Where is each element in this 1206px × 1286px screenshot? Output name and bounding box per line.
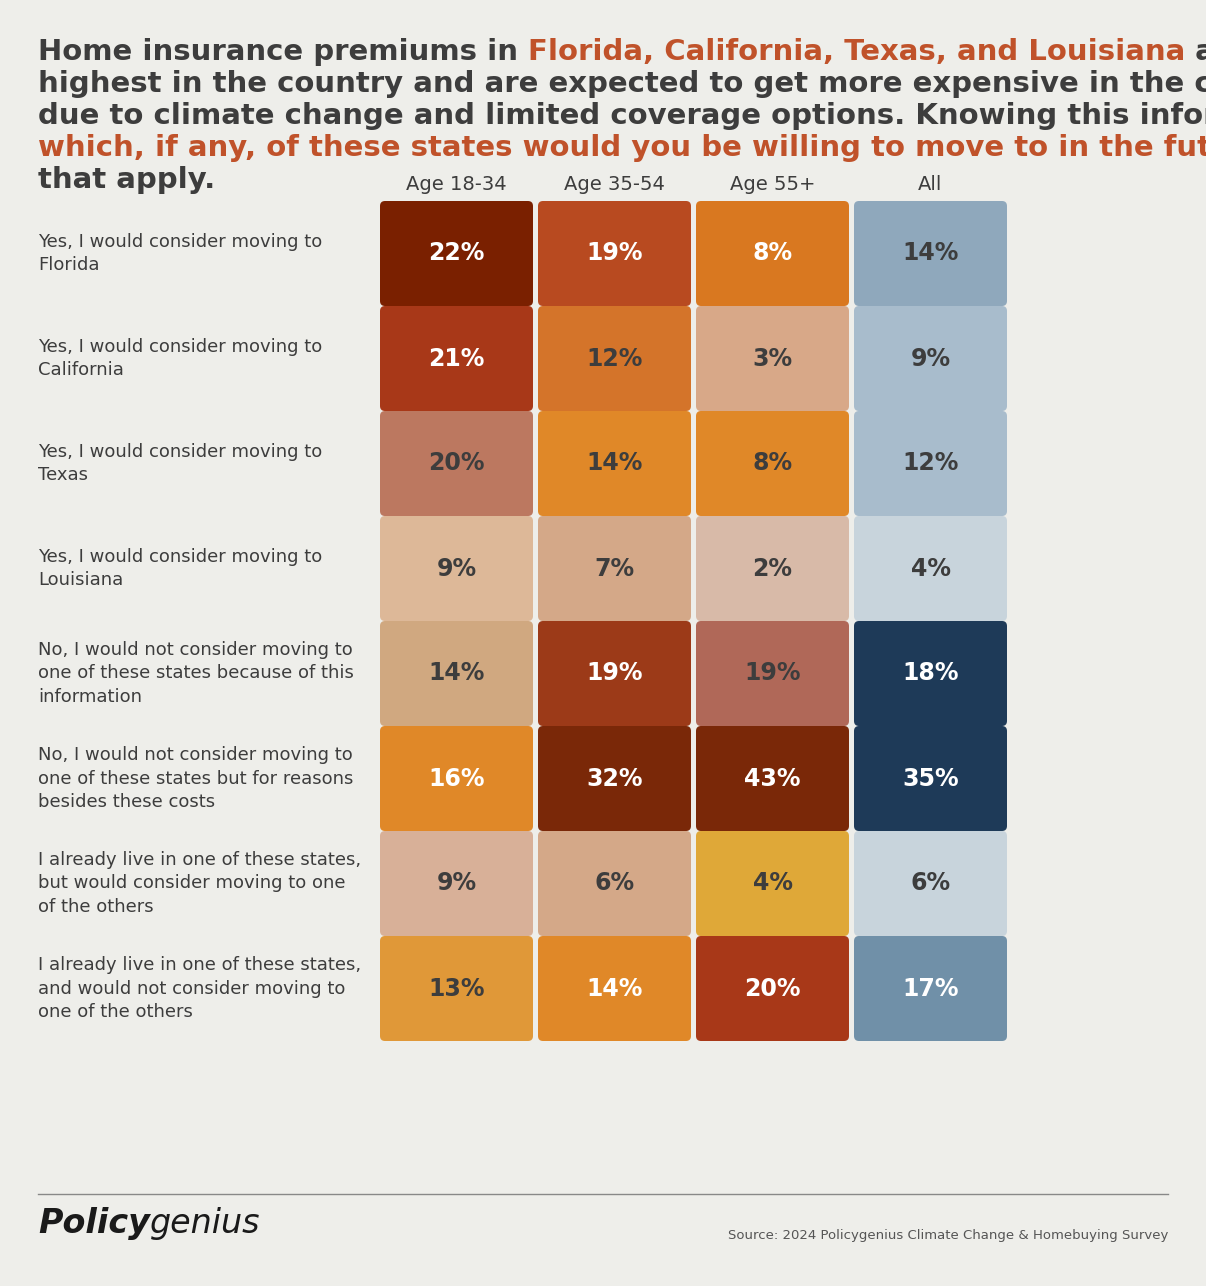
FancyBboxPatch shape bbox=[696, 621, 849, 727]
FancyBboxPatch shape bbox=[538, 621, 691, 727]
FancyBboxPatch shape bbox=[696, 727, 849, 831]
Text: 9%: 9% bbox=[437, 872, 476, 895]
FancyBboxPatch shape bbox=[380, 516, 533, 621]
FancyBboxPatch shape bbox=[854, 516, 1007, 621]
Text: 19%: 19% bbox=[586, 242, 643, 265]
Text: 14%: 14% bbox=[428, 661, 485, 685]
Text: 12%: 12% bbox=[586, 346, 643, 370]
FancyBboxPatch shape bbox=[696, 412, 849, 516]
Text: 6%: 6% bbox=[911, 872, 950, 895]
FancyBboxPatch shape bbox=[696, 936, 849, 1040]
FancyBboxPatch shape bbox=[380, 831, 533, 936]
Text: which, if any, of these states would you be willing to move to in the future: which, if any, of these states would you… bbox=[39, 134, 1206, 162]
FancyBboxPatch shape bbox=[538, 412, 691, 516]
Text: 8%: 8% bbox=[753, 242, 792, 265]
Text: Policy: Policy bbox=[39, 1208, 150, 1241]
FancyBboxPatch shape bbox=[696, 831, 849, 936]
FancyBboxPatch shape bbox=[538, 936, 691, 1040]
FancyBboxPatch shape bbox=[854, 412, 1007, 516]
Text: 4%: 4% bbox=[753, 872, 792, 895]
FancyBboxPatch shape bbox=[854, 936, 1007, 1040]
Text: genius: genius bbox=[150, 1208, 260, 1241]
FancyBboxPatch shape bbox=[696, 201, 849, 306]
Text: 12%: 12% bbox=[902, 451, 959, 476]
Text: 9%: 9% bbox=[437, 557, 476, 580]
FancyBboxPatch shape bbox=[538, 516, 691, 621]
FancyBboxPatch shape bbox=[380, 306, 533, 412]
Text: No, I would not consider moving to
one of these states because of this
informati: No, I would not consider moving to one o… bbox=[39, 640, 353, 706]
FancyBboxPatch shape bbox=[538, 727, 691, 831]
FancyBboxPatch shape bbox=[380, 201, 533, 306]
Text: 3%: 3% bbox=[753, 346, 792, 370]
Text: 6%: 6% bbox=[595, 872, 634, 895]
Text: Yes, I would consider moving to
Texas: Yes, I would consider moving to Texas bbox=[39, 442, 322, 485]
Text: 43%: 43% bbox=[744, 766, 801, 791]
FancyBboxPatch shape bbox=[538, 831, 691, 936]
Text: 19%: 19% bbox=[586, 661, 643, 685]
Text: Yes, I would consider moving to
California: Yes, I would consider moving to Californ… bbox=[39, 338, 322, 379]
Text: I already live in one of these states,
and would not consider moving to
one of t: I already live in one of these states, a… bbox=[39, 955, 361, 1021]
FancyBboxPatch shape bbox=[854, 621, 1007, 727]
FancyBboxPatch shape bbox=[854, 306, 1007, 412]
Text: 7%: 7% bbox=[595, 557, 634, 580]
Text: Source: 2024 Policygenius Climate Change & Homebuying Survey: Source: 2024 Policygenius Climate Change… bbox=[727, 1229, 1167, 1242]
Text: 22%: 22% bbox=[428, 242, 485, 265]
Text: 35%: 35% bbox=[902, 766, 959, 791]
Text: that apply.: that apply. bbox=[39, 166, 215, 194]
FancyBboxPatch shape bbox=[696, 306, 849, 412]
Text: 4%: 4% bbox=[911, 557, 950, 580]
Text: 16%: 16% bbox=[428, 766, 485, 791]
Text: 9%: 9% bbox=[911, 346, 950, 370]
Text: 18%: 18% bbox=[902, 661, 959, 685]
Text: 14%: 14% bbox=[586, 976, 643, 1001]
Text: Home insurance premiums in: Home insurance premiums in bbox=[39, 39, 528, 66]
Text: are among the: are among the bbox=[1185, 39, 1206, 66]
Text: due to climate change and limited coverage options. Knowing this information,: due to climate change and limited covera… bbox=[39, 102, 1206, 130]
Text: I already live in one of these states,
but would consider moving to one
of the o: I already live in one of these states, b… bbox=[39, 851, 361, 916]
Text: 8%: 8% bbox=[753, 451, 792, 476]
Text: Yes, I would consider moving to
Louisiana: Yes, I would consider moving to Louisian… bbox=[39, 548, 322, 589]
Text: 20%: 20% bbox=[744, 976, 801, 1001]
Text: 14%: 14% bbox=[902, 242, 959, 265]
Text: 20%: 20% bbox=[428, 451, 485, 476]
FancyBboxPatch shape bbox=[380, 727, 533, 831]
Text: All: All bbox=[918, 175, 943, 193]
Text: Age 18-34: Age 18-34 bbox=[406, 175, 507, 193]
FancyBboxPatch shape bbox=[380, 412, 533, 516]
Text: 19%: 19% bbox=[744, 661, 801, 685]
Text: 2%: 2% bbox=[753, 557, 792, 580]
FancyBboxPatch shape bbox=[696, 516, 849, 621]
Text: 17%: 17% bbox=[902, 976, 959, 1001]
FancyBboxPatch shape bbox=[380, 621, 533, 727]
FancyBboxPatch shape bbox=[538, 201, 691, 306]
Text: Age 35-54: Age 35-54 bbox=[564, 175, 665, 193]
Text: 13%: 13% bbox=[428, 976, 485, 1001]
Text: Age 55+: Age 55+ bbox=[730, 175, 815, 193]
Text: Yes, I would consider moving to
Florida: Yes, I would consider moving to Florida bbox=[39, 233, 322, 274]
Text: 21%: 21% bbox=[428, 346, 485, 370]
Text: Florida, California, Texas, and Louisiana: Florida, California, Texas, and Louisian… bbox=[528, 39, 1185, 66]
Text: highest in the country and are expected to get more expensive in the coming year: highest in the country and are expected … bbox=[39, 69, 1206, 98]
FancyBboxPatch shape bbox=[854, 831, 1007, 936]
FancyBboxPatch shape bbox=[538, 306, 691, 412]
FancyBboxPatch shape bbox=[380, 936, 533, 1040]
FancyBboxPatch shape bbox=[854, 727, 1007, 831]
FancyBboxPatch shape bbox=[854, 201, 1007, 306]
Text: No, I would not consider moving to
one of these states but for reasons
besides t: No, I would not consider moving to one o… bbox=[39, 746, 353, 811]
Text: 14%: 14% bbox=[586, 451, 643, 476]
Text: 32%: 32% bbox=[586, 766, 643, 791]
